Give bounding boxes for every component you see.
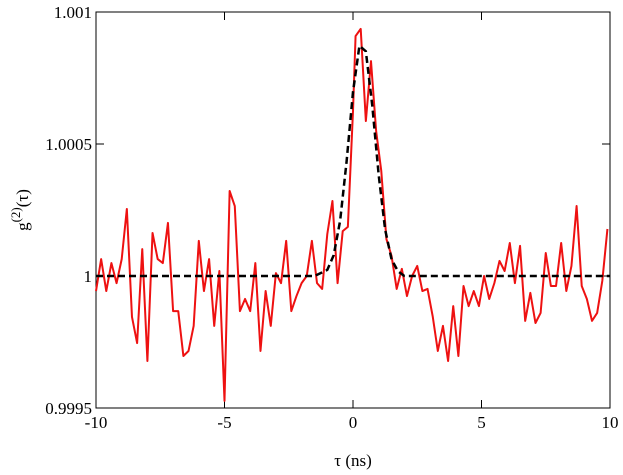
plot-frame [95, 11, 611, 409]
data-line [95, 27, 609, 402]
y-axis-label: g(2)(τ) [8, 189, 32, 231]
x-tick-label: 10 [602, 413, 619, 432]
y-tick-label: 1.001 [54, 3, 92, 22]
y-label-rest: (τ) [13, 189, 32, 207]
x-tick-label: 5 [477, 413, 486, 432]
y-label-sup: (2) [8, 207, 23, 222]
x-axis-label: τ (ns) [334, 451, 372, 470]
y-tick-label: 0.9995 [45, 399, 92, 418]
y-tick-label: 1.0005 [45, 135, 92, 154]
x-tick-label: -10 [85, 413, 108, 432]
y-tick-label: 1 [84, 267, 93, 286]
x-tick-label: -5 [217, 413, 231, 432]
fit-line [96, 44, 610, 278]
x-tick-label: 0 [349, 413, 358, 432]
y-label-base: g [13, 222, 32, 231]
